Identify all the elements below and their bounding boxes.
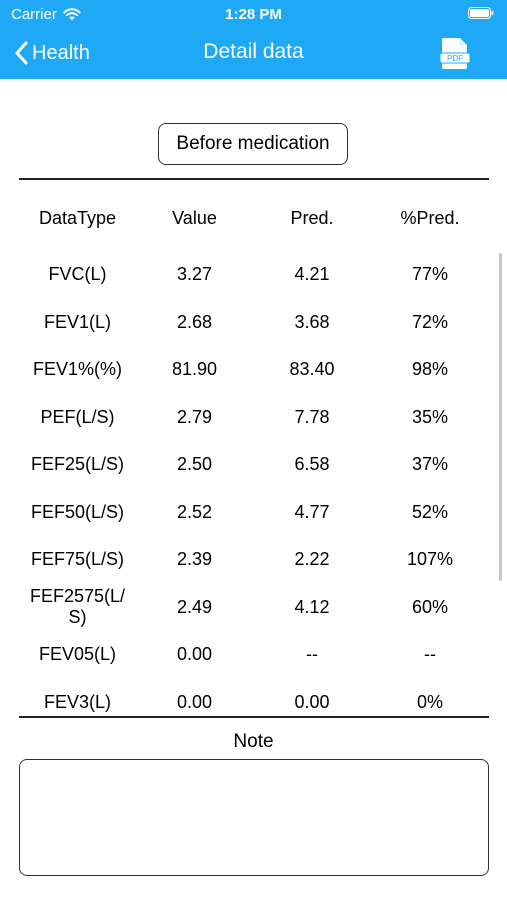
cell-value: 2.39: [176, 549, 213, 570]
cell-pct-pred: 37%: [411, 454, 449, 475]
cell-pct-pred: 72%: [411, 311, 449, 332]
cell-pct-pred: 60%: [411, 596, 449, 617]
header-pred: Pred.: [290, 207, 334, 228]
status-bar: Carrier 1:28 PM: [0, 0, 507, 30]
cell-pred: 7.78: [294, 406, 330, 427]
page-title: Detail data: [203, 40, 304, 63]
cell-value: 2.52: [176, 501, 213, 522]
cell-pct-pred: --: [424, 644, 436, 665]
note-textarea[interactable]: [19, 759, 489, 876]
cell-pred: 83.40: [289, 359, 335, 380]
table-row: FEF25(L/S) 2.50 6.58 37%: [19, 441, 489, 489]
cell-pred: 4.21: [294, 264, 330, 285]
table-scrollbar[interactable]: [499, 253, 502, 581]
pdf-export-icon[interactable]: PDF: [440, 36, 470, 70]
cell-datatype: FEF75(L/S): [30, 549, 125, 570]
table-row: FEV1(L) 2.68 3.68 72%: [19, 299, 489, 347]
navigation-bar: Health Detail data PDF: [0, 30, 507, 79]
table-row: FEF2575(L/ S) 2.49 4.12 60%: [19, 584, 489, 632]
wifi-icon: [63, 8, 81, 21]
cell-pred: 0.00: [294, 691, 330, 712]
back-button[interactable]: Health: [14, 38, 90, 68]
table-bottom-divider: [19, 716, 489, 718]
carrier-label: Carrier: [11, 6, 57, 23]
cell-pred: 3.68: [294, 311, 330, 332]
table-row: FEV3(L) 0.00 0.00 0%: [19, 679, 489, 727]
table-header: DataType Value Pred. %Pred.: [19, 200, 489, 236]
cell-datatype: FEV1%(%): [32, 359, 122, 380]
cell-value: 0.00: [176, 644, 213, 665]
battery-icon: [468, 7, 494, 19]
cell-pct-pred: 0%: [416, 691, 443, 712]
cell-pred: 4.12: [294, 596, 330, 617]
table-row: FEF50(L/S) 2.52 4.77 52%: [19, 489, 489, 537]
cell-datatype: FEF50(L/S): [30, 501, 125, 522]
note-label: Note: [233, 731, 274, 752]
header-datatype: DataType: [38, 207, 117, 228]
cell-value: 0.00: [176, 691, 213, 712]
cell-pct-pred: 107%: [406, 549, 454, 570]
table-row: FEV05(L) 0.00 -- --: [19, 631, 489, 679]
medication-toggle-button[interactable]: Before medication: [158, 123, 348, 165]
chevron-left-icon: [15, 41, 28, 65]
cell-datatype: FEF2575(L/ S): [29, 586, 126, 628]
cell-value: 81.90: [171, 359, 218, 380]
cell-value: 2.68: [176, 311, 213, 332]
header-value: Value: [172, 207, 217, 228]
cell-datatype: FEV3(L): [43, 691, 112, 712]
header-pct-pred: %Pred.: [400, 207, 460, 228]
table-top-divider: [19, 178, 489, 180]
pdf-icon-label: PDF: [447, 54, 463, 63]
cell-datatype: FVC(L): [48, 264, 107, 285]
cell-pct-pred: 77%: [411, 264, 449, 285]
cell-pred: --: [306, 644, 318, 665]
cell-datatype: FEF25(L/S): [30, 454, 125, 475]
cell-value: 2.50: [176, 454, 213, 475]
back-label: Health: [32, 41, 90, 64]
cell-pred: 6.58: [294, 454, 330, 475]
cell-value: 2.79: [176, 406, 213, 427]
cell-value: 2.49: [176, 596, 213, 617]
cell-datatype: FEV05(L): [38, 644, 117, 665]
cell-pred: 4.77: [294, 501, 330, 522]
table-row: FVC(L) 3.27 4.21 77%: [19, 251, 489, 299]
cell-pct-pred: 98%: [411, 359, 449, 380]
cell-pct-pred: 35%: [411, 406, 449, 427]
status-time: 1:28 PM: [225, 6, 282, 23]
cell-pct-pred: 52%: [411, 501, 449, 522]
table-row: FEF75(L/S) 2.39 2.22 107%: [19, 536, 489, 584]
table-row: FEV1%(%) 81.90 83.40 98%: [19, 346, 489, 394]
cell-pred: 2.22: [294, 549, 330, 570]
cell-value: 3.27: [176, 264, 213, 285]
app-header: Carrier 1:28 PM Health Detail data PD: [0, 0, 507, 79]
table-row: PEF(L/S) 2.79 7.78 35%: [19, 394, 489, 442]
carrier-indicator: Carrier: [11, 6, 81, 23]
cell-datatype: PEF(L/S): [40, 406, 115, 427]
cell-datatype: FEV1(L): [43, 311, 112, 332]
